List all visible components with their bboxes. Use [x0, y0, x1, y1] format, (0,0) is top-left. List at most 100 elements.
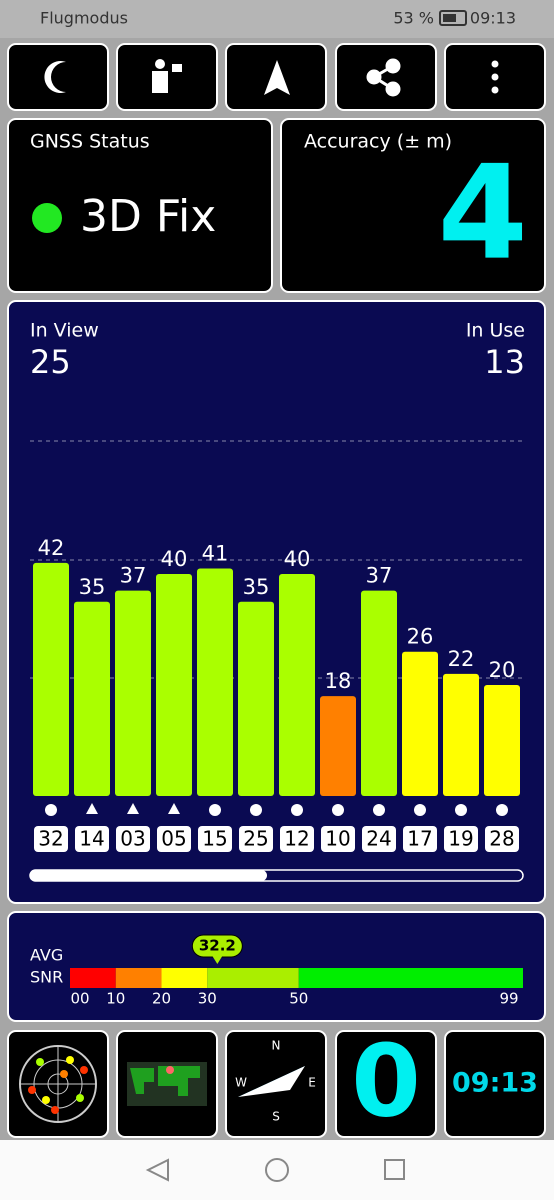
- snr-value: 26: [407, 625, 434, 649]
- constellation-icon: [250, 804, 262, 816]
- sat-id-box: [280, 826, 314, 852]
- sat-id-box: [198, 826, 232, 852]
- snr-bar: [443, 673, 479, 796]
- snr-tick-label: 20: [152, 990, 171, 1008]
- sat-id: 17: [407, 827, 432, 851]
- snr-label: SNR: [30, 968, 63, 987]
- accuracy-value: 4: [438, 137, 528, 289]
- share-button[interactable]: [335, 43, 437, 111]
- snr-bar: [115, 590, 151, 796]
- recents-button[interactable]: [384, 1159, 405, 1180]
- constellation-icon: [332, 804, 344, 816]
- snr-value: 20: [489, 658, 516, 682]
- sat-id-box: [403, 826, 437, 852]
- back-button[interactable]: [145, 1158, 169, 1182]
- moon-icon: [44, 60, 66, 93]
- sat-id: 25: [243, 827, 268, 851]
- snr-bar: [74, 601, 110, 796]
- constellation-icon: [291, 804, 303, 816]
- sat-id: 05: [161, 827, 186, 851]
- constellation-icon: [414, 804, 426, 816]
- constellation-icon: [496, 804, 508, 816]
- night-button[interactable]: [7, 43, 109, 111]
- status-bar: [0, 0, 554, 38]
- count-tile[interactable]: [335, 1030, 437, 1138]
- snr-value: 18: [325, 669, 352, 693]
- radar-satellites: [28, 1056, 88, 1114]
- snr-bar: [33, 562, 69, 796]
- gnss-title: GNSS Status: [30, 131, 150, 153]
- snr-segment: [161, 968, 208, 988]
- sat-id: 14: [79, 827, 104, 851]
- constellation-icon: [86, 803, 98, 814]
- constellation-icon: [209, 804, 221, 816]
- snr-bar: [402, 651, 438, 796]
- battery-level: [443, 14, 456, 22]
- snr-tick-label: 50: [289, 990, 308, 1008]
- bottom-tiles: N E S W 0 09:13: [7, 1022, 546, 1139]
- compass-e: E: [308, 1076, 316, 1090]
- compass-w: W: [235, 1076, 247, 1090]
- snr-segment: [115, 968, 162, 988]
- nav-bar: [0, 1140, 554, 1200]
- snr-value: 37: [366, 564, 393, 588]
- constellation-icon: [168, 803, 180, 814]
- snr-tick-label: 99: [499, 990, 518, 1008]
- continents: [130, 1066, 200, 1096]
- sat-id: 15: [202, 827, 227, 851]
- snr-value: 41: [202, 541, 229, 565]
- sat-id-box: [485, 826, 519, 852]
- snr-bar: [156, 574, 192, 796]
- sat-id-box: [157, 826, 191, 852]
- snr-panel: [7, 911, 546, 1022]
- avg-pointer: [212, 956, 223, 964]
- fix-status: 3D Fix: [80, 191, 216, 242]
- snr-label: AVG: [30, 946, 63, 965]
- battery: 53 %: [393, 9, 434, 28]
- snr-value: 22: [448, 647, 475, 671]
- snr-value: 35: [243, 575, 270, 599]
- arrow-icon: [264, 60, 290, 95]
- constellation-icon: [455, 804, 467, 816]
- snr-segment: [70, 968, 116, 988]
- snr-bar: [361, 590, 397, 796]
- snr-segment: [207, 968, 299, 988]
- user-icon: [152, 71, 168, 93]
- fix-indicator: [32, 203, 62, 233]
- avg-value: 32.2: [199, 937, 236, 955]
- snr-value: 42: [38, 536, 65, 560]
- compass-needle: [238, 1066, 305, 1097]
- snr-bar: [320, 696, 356, 796]
- snr-bar: [484, 685, 520, 796]
- flag-icon: [172, 64, 182, 72]
- sat-id-box: [75, 826, 109, 852]
- sat-id-box: [34, 826, 68, 852]
- compass-n: N: [272, 1039, 281, 1053]
- sat-id-box: [444, 826, 478, 852]
- accuracy-panel: [280, 118, 546, 293]
- user-icon: [155, 59, 165, 69]
- snr-value: 40: [161, 547, 188, 571]
- accuracy-title: Accuracy (± m): [304, 131, 452, 153]
- sat-id-box: [362, 826, 396, 852]
- in-view-value: 25: [30, 343, 71, 381]
- constellation-icon: [45, 804, 57, 816]
- clock-tile[interactable]: [444, 1030, 546, 1138]
- menu-icon: [491, 60, 499, 94]
- snr-tick-label: 10: [106, 990, 125, 1008]
- snr-tick-label: 30: [198, 990, 217, 1008]
- sat-id: 03: [120, 827, 145, 851]
- sat-id-box: [116, 826, 150, 852]
- sat-id-box: [239, 826, 273, 852]
- snr-value: 35: [79, 575, 106, 599]
- snr-bar: [238, 601, 274, 796]
- home-button[interactable]: [265, 1158, 289, 1182]
- sat-id: 19: [448, 827, 473, 851]
- sat-id: 10: [325, 827, 350, 851]
- snr-bar: [197, 568, 233, 796]
- in-use-label: In Use: [466, 320, 525, 342]
- snr-bar: [279, 574, 315, 796]
- scroll-thumb[interactable]: [30, 870, 267, 881]
- snr-tick-label: 00: [70, 990, 89, 1008]
